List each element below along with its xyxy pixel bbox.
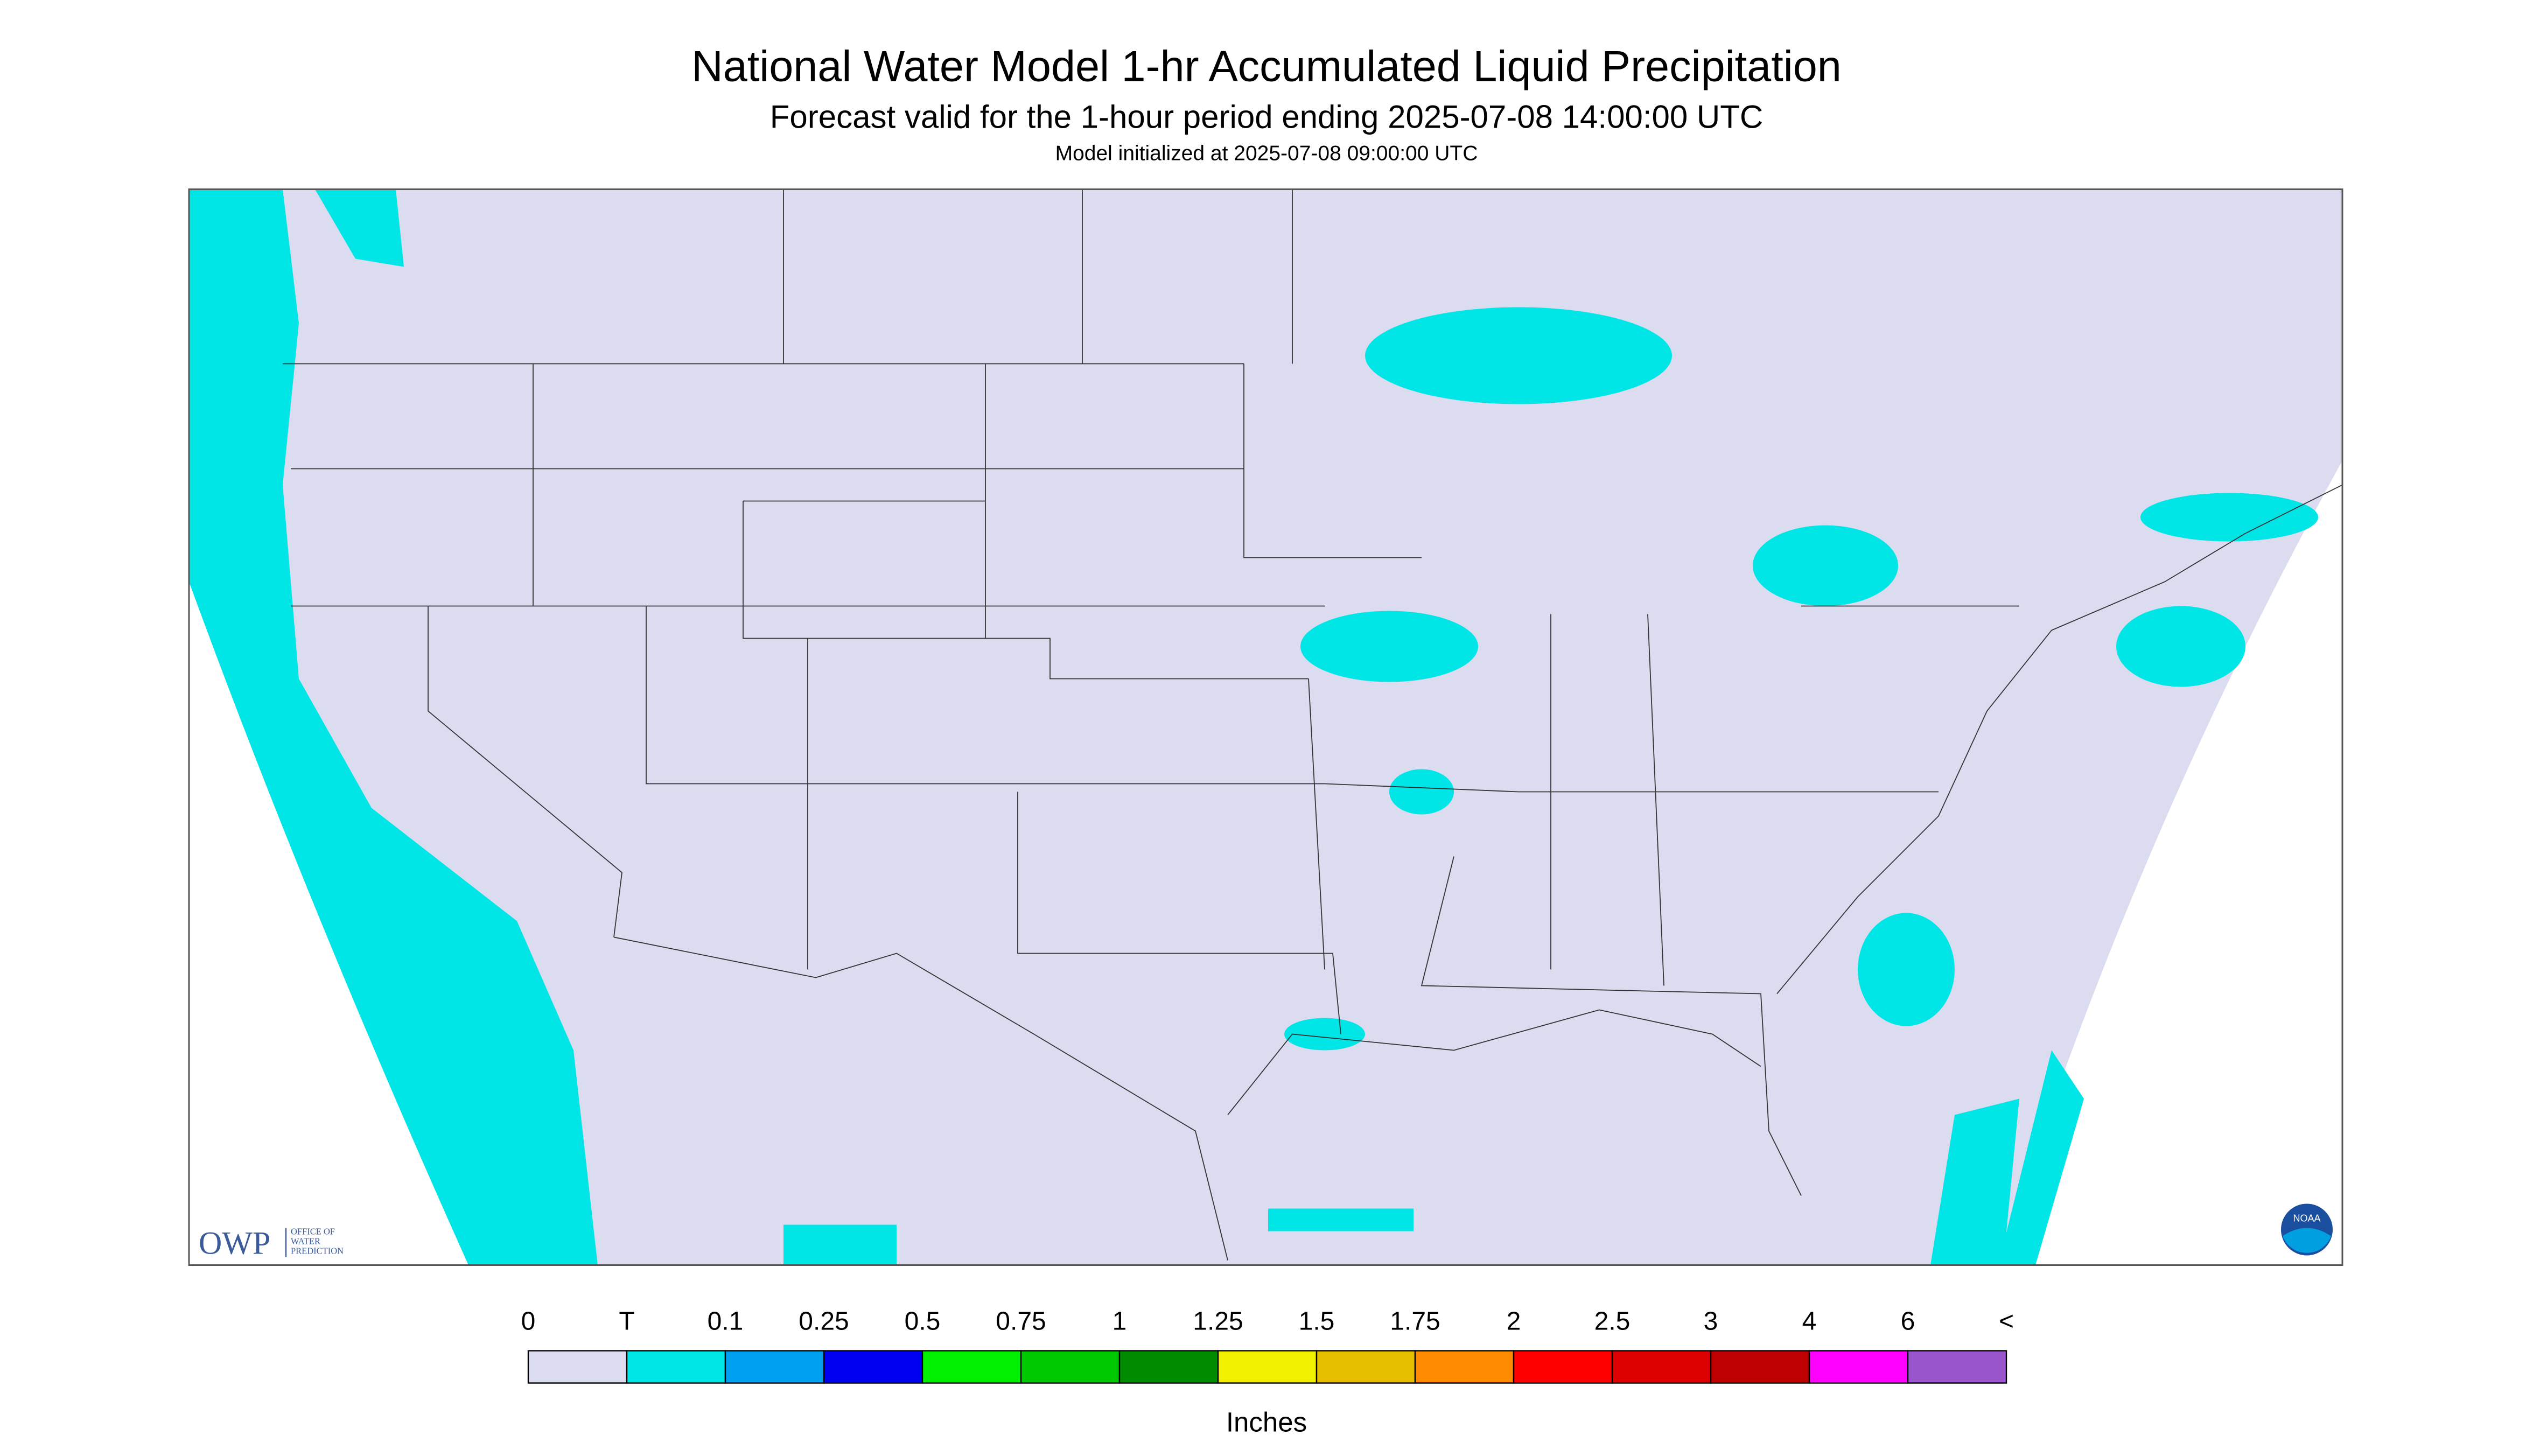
init-note: Model initialized at 2025-07-08 09:00:00…	[1055, 142, 1478, 165]
legend-swatch	[1316, 1350, 1416, 1384]
owp-name: PREDICTION	[291, 1246, 344, 1256]
legend-label: 0.25	[799, 1307, 849, 1336]
title: National Water Model 1-hr Accumulated Li…	[691, 43, 1842, 91]
legend-label: 0.1	[708, 1307, 744, 1336]
legend-label: 6	[1901, 1307, 1915, 1336]
legend-label: 3	[1704, 1307, 1718, 1336]
legend-swatch	[724, 1350, 825, 1384]
owp-name: WATER	[291, 1236, 320, 1247]
legend-swatch	[823, 1350, 923, 1384]
owp-name: OFFICE OF	[291, 1227, 335, 1237]
subtitle: Forecast valid for the 1-hour period end…	[770, 99, 1763, 135]
legend-label: 0	[521, 1307, 536, 1336]
boundaries	[283, 189, 2343, 1261]
legend-swatch	[626, 1350, 726, 1384]
legend-label: 4	[1802, 1307, 1817, 1336]
legend-label: 2	[1507, 1307, 1521, 1336]
legend-swatch	[921, 1350, 1022, 1384]
legend-swatch	[1907, 1350, 2007, 1384]
legend-swatch	[1217, 1350, 1318, 1384]
legend-swatch	[1611, 1350, 1712, 1384]
legend-label: 0.5	[905, 1307, 941, 1336]
legend-swatch	[1118, 1350, 1219, 1384]
legend: 0 T 0.1 0.25 0.5 0.75 1 1.25 1.5 1.75 2 2.5 3 4 6 <	[521, 1307, 2014, 1384]
legend-label: 2.5	[1594, 1307, 1631, 1336]
precip-areas	[189, 189, 2318, 1265]
map: OWP OFFICE OF WATER PREDICTION NOAA	[188, 188, 2343, 1266]
legend-label: 1.75	[1390, 1307, 1440, 1336]
legend-swatch	[1020, 1350, 1121, 1384]
legend-label: T	[619, 1307, 634, 1336]
noaa-text: NOAA	[2293, 1213, 2320, 1224]
legend-swatch	[1710, 1350, 1810, 1384]
legend-label: 1.5	[1299, 1307, 1335, 1336]
owp-logo: OWP	[199, 1226, 270, 1261]
legend-swatch	[1808, 1350, 1909, 1384]
legend-label: 1.25	[1193, 1307, 1243, 1336]
legend-swatch	[1513, 1350, 1613, 1384]
map-border	[188, 188, 2343, 1266]
legend-label: <	[1999, 1307, 2014, 1336]
legend-label: 0.75	[996, 1307, 1046, 1336]
legend-swatch	[527, 1350, 628, 1384]
legend-unit: Inches	[1226, 1407, 1307, 1438]
model-domain	[189, 189, 2342, 1265]
legend-label: 1	[1112, 1307, 1127, 1336]
legend-swatch	[1414, 1350, 1515, 1384]
